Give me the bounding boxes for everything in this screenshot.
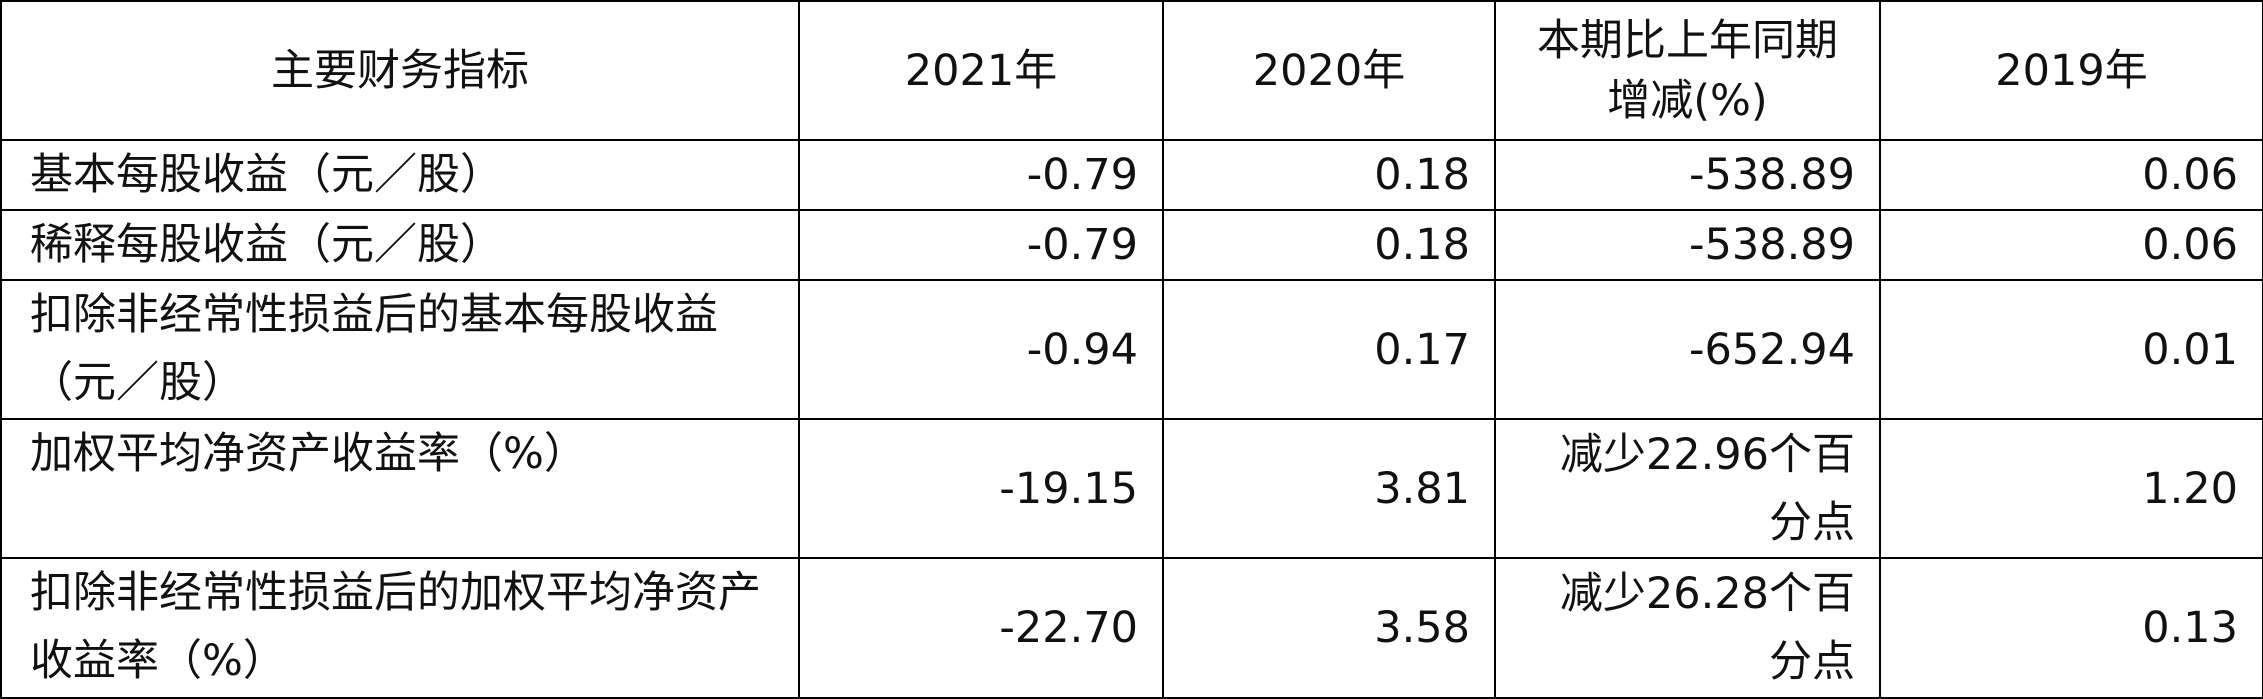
header-cell: 2020年 bbox=[1162, 0, 1496, 141]
header-row: 主要财务指标 2021年 2020年 本期比上年同期增减(%) 2019年 bbox=[0, 0, 2263, 141]
row-label: 稀释每股收益（元／股） bbox=[0, 209, 800, 281]
table-row: 稀释每股收益（元／股） -0.79 0.18 -538.89 0.06 bbox=[0, 209, 2263, 281]
header-cell: 本期比上年同期增减(%) bbox=[1494, 0, 1881, 141]
value-cell: -538.89 bbox=[1494, 139, 1881, 211]
value-cell: 减少26.28个百分点 bbox=[1494, 557, 1881, 699]
header-cell: 2021年 bbox=[798, 0, 1164, 141]
value-cell: 1.20 bbox=[1879, 418, 2263, 559]
value-cell: 0.06 bbox=[1879, 139, 2263, 211]
value-cell: 0.01 bbox=[1879, 279, 2263, 420]
value-cell: -0.79 bbox=[798, 209, 1164, 281]
value-cell: 0.17 bbox=[1162, 279, 1496, 420]
row-label: 扣除非经常性损益后的加权平均净资产收益率（%） bbox=[0, 557, 800, 699]
value-cell: -22.70 bbox=[798, 557, 1164, 699]
table-row: 基本每股收益（元／股） -0.79 0.18 -538.89 0.06 bbox=[0, 139, 2263, 211]
value-cell: -0.79 bbox=[798, 139, 1164, 211]
row-label: 基本每股收益（元／股） bbox=[0, 139, 800, 211]
value-cell: 0.18 bbox=[1162, 209, 1496, 281]
value-cell: -538.89 bbox=[1494, 209, 1881, 281]
value-cell: 3.58 bbox=[1162, 557, 1496, 699]
value-cell: 0.06 bbox=[1879, 209, 2263, 281]
table-row: 扣除非经常性损益后的加权平均净资产收益率（%） -22.70 3.58 减少26.28… bbox=[0, 557, 2263, 699]
header-cell: 2019年 bbox=[1879, 0, 2263, 141]
table-row: 加权平均净资产收益率（%） -19.15 3.81 减少22.96个百分点 1.20 bbox=[0, 418, 2263, 559]
row-label: 扣除非经常性损益后的基本每股收益（元／股） bbox=[0, 279, 800, 420]
header-cell: 主要财务指标 bbox=[0, 0, 800, 141]
value-cell: 减少22.96个百分点 bbox=[1494, 418, 1881, 559]
value-cell: 0.13 bbox=[1879, 557, 2263, 699]
value-cell: 3.81 bbox=[1162, 418, 1496, 559]
value-cell: -0.94 bbox=[798, 279, 1164, 420]
value-cell: 0.18 bbox=[1162, 139, 1496, 211]
table-row: 扣除非经常性损益后的基本每股收益（元／股） -0.94 0.17 -652.94 0.0… bbox=[0, 279, 2263, 420]
table-body: 基本每股收益（元／股） -0.79 0.18 -538.89 0.06 稀释每股收益（元／… bbox=[0, 139, 2263, 699]
row-label: 加权平均净资产收益率（%） bbox=[0, 418, 800, 559]
value-cell: -19.15 bbox=[798, 418, 1164, 559]
value-cell: -652.94 bbox=[1494, 279, 1881, 420]
